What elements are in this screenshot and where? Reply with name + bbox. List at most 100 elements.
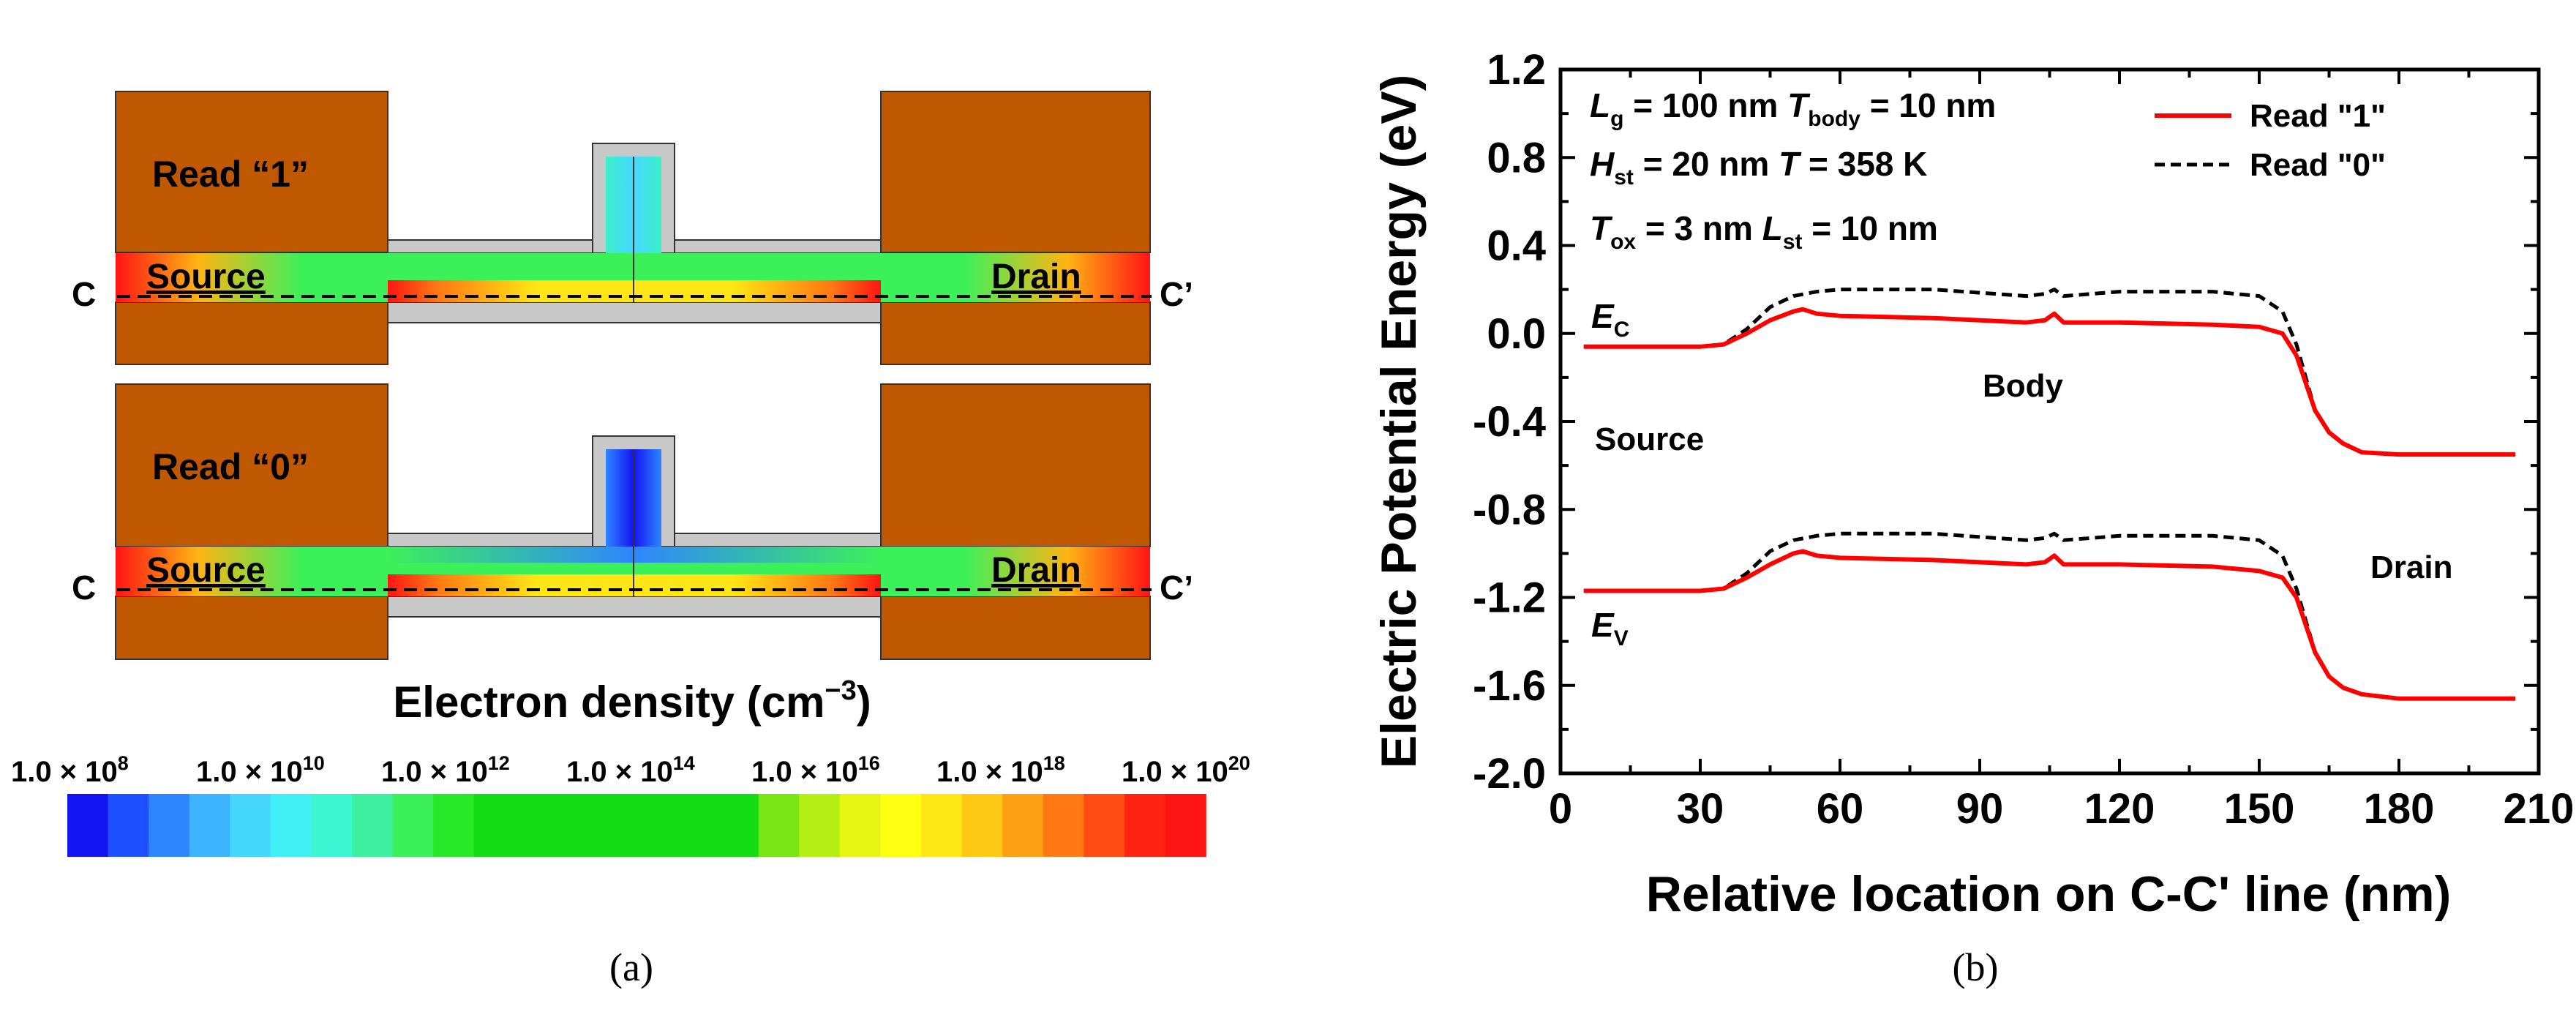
panel-b-caption: (b) xyxy=(1953,945,1999,989)
colorbar-segment xyxy=(433,794,475,857)
source-contact-bottom xyxy=(115,301,388,365)
region-label-source: Source xyxy=(1595,421,1704,457)
legend-label-read-1: Read "1" xyxy=(2250,98,2386,134)
colorbar-segment xyxy=(758,794,800,857)
colorbar xyxy=(67,794,1206,857)
band-diagram-chart: 0 30 60 90 120 150 180 210 -2.0 -1.6 -1.2 -0.8 -0.4 0… xyxy=(1371,46,2574,922)
legend-label-read-0: Read "0" xyxy=(2250,147,2386,183)
parameter-annotations: Lg = 100 nm Tbody = 10 nm Hst = 20 nm T … xyxy=(1590,86,1996,254)
colorbar-tick-label: 1.0 × 1010 xyxy=(196,752,325,788)
band-label-ev: EV xyxy=(1591,606,1629,650)
x-tick-label: 60 xyxy=(1817,785,1864,833)
colorbar-segment xyxy=(1124,794,1166,857)
y-tick-label: 1.2 xyxy=(1487,46,1546,94)
colorbar-segment xyxy=(718,794,759,857)
drain-contact-top xyxy=(880,91,1151,253)
panel-a-caption: (a) xyxy=(609,945,653,989)
colorbar-tick-label: 1.0 × 1016 xyxy=(751,752,880,788)
drain-label-bottom: Drain xyxy=(991,551,1081,590)
colorbar-segment xyxy=(880,794,922,857)
c-label-top: C xyxy=(72,275,96,313)
colorbar-tick-label: 1.0 × 1012 xyxy=(381,752,510,788)
drain-label-top: Drain xyxy=(991,258,1081,296)
c-label-bottom: C xyxy=(72,569,96,607)
colorbar-segment xyxy=(67,794,109,857)
y-tick-label: -0.8 xyxy=(1473,486,1546,533)
colorbar-segment xyxy=(555,794,597,857)
colorbar-segment xyxy=(352,794,394,857)
y-tick-label: -1.2 xyxy=(1473,574,1546,622)
x-tick-label: 30 xyxy=(1677,785,1724,833)
y-tick-label: -1.6 xyxy=(1473,662,1546,710)
axis-tick-labels: 0 30 60 90 120 150 180 210 -2.0 -1.6 -1.2 -0.8 -0.4 0… xyxy=(1473,46,2574,833)
colorbar-segment xyxy=(596,794,637,857)
colorbar-tick-label: 1.0 × 1014 xyxy=(566,752,695,788)
x-tick-label: 150 xyxy=(2224,785,2295,833)
gate-oxide-bottom xyxy=(387,301,882,323)
colorbar-segment xyxy=(189,794,231,857)
gate-oxide-bottom xyxy=(387,596,882,618)
colorbar-segment xyxy=(921,794,963,857)
region-label-drain: Drain xyxy=(2370,549,2452,585)
source-label-top: Source xyxy=(146,258,266,296)
colorbar-tick-label: 1.0 × 108 xyxy=(11,752,129,788)
param-line-2: Hst = 20 nm T = 358 K xyxy=(1590,145,1927,190)
x-axis-label: Relative location on C-C' line (nm) xyxy=(1646,866,2451,922)
y-tick-label: -2.0 xyxy=(1473,750,1546,798)
read-1-label: Read “1” xyxy=(152,154,309,195)
param-line-1: Lg = 100 nm Tbody = 10 nm xyxy=(1590,86,1996,131)
axis-ticks xyxy=(1559,68,2540,775)
series-read-1-ev xyxy=(1583,549,2516,701)
colorbar-segment xyxy=(1002,794,1044,857)
x-tick-label: 90 xyxy=(1956,785,2004,833)
source-contact-bottom xyxy=(115,596,388,660)
device-read-1: Read “1” Source Drain C C’ xyxy=(72,91,1193,365)
y-tick-label: 0.0 xyxy=(1487,310,1546,358)
series-lines xyxy=(1583,288,2516,701)
x-tick-label: 0 xyxy=(1549,785,1572,833)
drain-contact-bottom xyxy=(880,301,1151,365)
y-tick-label: -0.4 xyxy=(1473,398,1546,446)
param-line-3: Tox = 3 nm Lst = 10 nm xyxy=(1590,209,1938,254)
colorbar-segment xyxy=(961,794,1003,857)
legend: Read "1" Read "0" xyxy=(2155,98,2386,183)
colorbar-tick-label: 1.0 × 1018 xyxy=(936,752,1065,788)
series-read-1-ec xyxy=(1583,307,2516,457)
colorbar-segment xyxy=(270,794,312,857)
colorbar-segment xyxy=(1165,794,1206,857)
source-contact-top xyxy=(115,383,388,547)
colorbar-segment xyxy=(149,794,190,857)
colorbar-segment xyxy=(392,794,434,857)
c-prime-label-bottom: C’ xyxy=(1160,569,1193,607)
source-contact-top xyxy=(115,91,388,253)
source-label-bottom: Source xyxy=(146,551,266,590)
colorbar-segment xyxy=(677,794,718,857)
colorbar-title: Electron density (cm−3) xyxy=(393,675,871,727)
drain-contact-top xyxy=(880,383,1151,547)
x-tick-label: 210 xyxy=(2504,785,2575,833)
y-tick-label: 0.4 xyxy=(1487,222,1546,270)
colorbar-segment xyxy=(473,794,516,857)
colorbar-segment xyxy=(839,794,882,857)
c-prime-label-top: C’ xyxy=(1160,275,1193,313)
drain-contact-bottom xyxy=(880,596,1151,660)
y-tick-label: 0.8 xyxy=(1487,134,1546,181)
colorbar-segment xyxy=(514,794,556,857)
x-tick-label: 120 xyxy=(2084,785,2155,833)
colorbar-segment xyxy=(230,794,271,857)
colorbar-segment xyxy=(799,794,841,857)
region-label-body: Body xyxy=(1983,368,2064,404)
device-read-0: Read “0” Source Drain C C’ xyxy=(72,383,1193,660)
colorbar-segment xyxy=(1084,794,1125,857)
colorbar-segment xyxy=(108,794,149,857)
colorbar-segment xyxy=(637,794,678,857)
band-label-ec: EC xyxy=(1591,297,1629,342)
colorbar-segment xyxy=(311,794,353,857)
x-tick-label: 180 xyxy=(2364,785,2435,833)
read-0-label: Read “0” xyxy=(152,446,309,487)
colorbar-tick-label: 1.0 × 1020 xyxy=(1122,752,1250,788)
colorbar-tick-labels: 1.0 × 108 1.0 × 1010 1.0 × 1012 1.0 × 1014 1… xyxy=(11,752,1250,788)
y-axis-label: Electric Potential Energy (eV) xyxy=(1371,75,1427,769)
colorbar-segment xyxy=(1043,794,1085,857)
